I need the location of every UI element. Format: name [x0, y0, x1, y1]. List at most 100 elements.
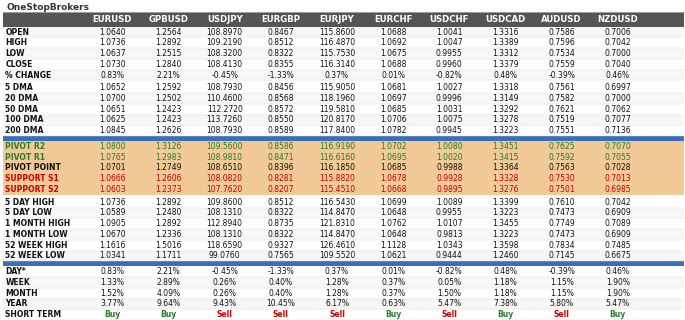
- Text: 99.0760: 99.0760: [209, 252, 240, 260]
- Text: 0.7834: 0.7834: [549, 241, 575, 250]
- Text: 108.3200: 108.3200: [207, 49, 242, 58]
- Text: 118.1960: 118.1960: [319, 94, 355, 103]
- Text: 1.0107: 1.0107: [436, 219, 462, 228]
- Text: 121.8310: 121.8310: [319, 219, 355, 228]
- Text: 0.9327: 0.9327: [268, 241, 294, 250]
- Text: OPEN: OPEN: [5, 28, 29, 36]
- Text: 0.9928: 0.9928: [436, 174, 462, 183]
- Text: 1.0762: 1.0762: [380, 219, 406, 228]
- Text: -0.39%: -0.39%: [548, 70, 575, 80]
- Text: 1.3455: 1.3455: [493, 219, 519, 228]
- Text: USDCAD: USDCAD: [486, 15, 525, 24]
- Text: 116.6160: 116.6160: [319, 153, 355, 162]
- Text: 0.7000: 0.7000: [604, 49, 632, 58]
- Text: 1.0678: 1.0678: [380, 174, 406, 183]
- Text: 1.0736: 1.0736: [99, 38, 125, 47]
- Text: 0.7055: 0.7055: [604, 153, 632, 162]
- Bar: [3, 184, 684, 195]
- Text: 0.8512: 0.8512: [268, 38, 294, 47]
- Text: Buy: Buy: [610, 310, 626, 319]
- Text: 108.1310: 108.1310: [207, 230, 242, 239]
- Text: USDCHF: USDCHF: [429, 15, 469, 24]
- Text: 1.0027: 1.0027: [436, 83, 462, 92]
- Text: 1.2423: 1.2423: [155, 105, 182, 114]
- Text: 1.1711: 1.1711: [155, 252, 182, 260]
- Bar: [3, 277, 684, 288]
- Text: 1.0343: 1.0343: [436, 241, 462, 250]
- Text: 0.83%: 0.83%: [100, 267, 125, 276]
- Text: 1.0782: 1.0782: [380, 126, 406, 135]
- Text: 108.4130: 108.4130: [207, 60, 242, 69]
- Text: 0.7013: 0.7013: [605, 174, 631, 183]
- Text: 116.4870: 116.4870: [319, 38, 355, 47]
- Text: 1.0648: 1.0648: [380, 208, 406, 218]
- Text: 0.83%: 0.83%: [100, 70, 125, 80]
- Text: 52 WEEK LOW: 52 WEEK LOW: [5, 252, 65, 260]
- Text: 115.8820: 115.8820: [319, 174, 355, 183]
- Text: 0.7077: 0.7077: [604, 116, 632, 124]
- Text: -0.45%: -0.45%: [211, 267, 238, 276]
- Text: 1.3223: 1.3223: [493, 208, 519, 218]
- Text: 1.0341: 1.0341: [99, 252, 125, 260]
- Text: 0.8207: 0.8207: [268, 185, 294, 194]
- Text: 116.5430: 116.5430: [319, 198, 355, 207]
- Text: 0.48%: 0.48%: [493, 70, 518, 80]
- Text: 4.09%: 4.09%: [156, 289, 181, 298]
- Text: 1.0845: 1.0845: [99, 126, 125, 135]
- Text: Buy: Buy: [385, 310, 401, 319]
- Text: -0.82%: -0.82%: [436, 70, 462, 80]
- Text: 0.9444: 0.9444: [436, 252, 463, 260]
- Text: 0.7473: 0.7473: [548, 208, 575, 218]
- Text: 1.0652: 1.0652: [99, 83, 125, 92]
- Text: 1.3312: 1.3312: [493, 49, 519, 58]
- Text: % CHANGE: % CHANGE: [5, 70, 52, 80]
- Text: 0.8735: 0.8735: [268, 219, 294, 228]
- Text: 1.2892: 1.2892: [155, 219, 182, 228]
- Text: 1.3276: 1.3276: [493, 185, 519, 194]
- Text: 1.0089: 1.0089: [436, 198, 462, 207]
- Text: 0.9955: 0.9955: [436, 49, 463, 58]
- Text: NZDUSD: NZDUSD: [597, 15, 638, 24]
- Text: 112.2720: 112.2720: [207, 105, 242, 114]
- Text: 1.5016: 1.5016: [155, 241, 182, 250]
- Text: 1.3126: 1.3126: [155, 142, 182, 151]
- Text: 0.7563: 0.7563: [548, 164, 575, 172]
- Text: 108.1310: 108.1310: [207, 208, 242, 218]
- Text: 1.2423: 1.2423: [155, 116, 182, 124]
- Text: 0.6675: 0.6675: [604, 252, 632, 260]
- Text: 109.5600: 109.5600: [206, 142, 243, 151]
- Text: Sell: Sell: [273, 310, 289, 319]
- Text: 6.17%: 6.17%: [325, 300, 349, 308]
- Text: 5 DAY HIGH: 5 DAY HIGH: [5, 198, 55, 207]
- Text: 0.8589: 0.8589: [268, 126, 294, 135]
- Text: 1.0800: 1.0800: [99, 142, 125, 151]
- Text: 0.40%: 0.40%: [269, 289, 293, 298]
- Text: 1.0699: 1.0699: [380, 198, 406, 207]
- Text: Buy: Buy: [104, 310, 121, 319]
- Bar: [3, 136, 684, 141]
- Bar: [3, 261, 684, 266]
- Text: 1.0637: 1.0637: [99, 49, 125, 58]
- Text: 0.7586: 0.7586: [549, 28, 575, 36]
- Text: 0.7610: 0.7610: [549, 198, 575, 207]
- Bar: [3, 93, 684, 104]
- Text: 115.8600: 115.8600: [319, 28, 355, 36]
- Bar: [3, 309, 684, 320]
- Text: OneStopBrokers: OneStopBrokers: [7, 3, 90, 12]
- Text: 1.50%: 1.50%: [437, 289, 462, 298]
- Text: 0.8512: 0.8512: [268, 198, 294, 207]
- Text: 1.3389: 1.3389: [493, 38, 519, 47]
- Text: 0.8471: 0.8471: [268, 153, 294, 162]
- Text: 1.3379: 1.3379: [493, 60, 519, 69]
- Text: -0.45%: -0.45%: [211, 70, 238, 80]
- Bar: [3, 59, 684, 70]
- Text: 0.8467: 0.8467: [268, 28, 294, 36]
- Text: 1.1616: 1.1616: [99, 241, 125, 250]
- Text: 1.0041: 1.0041: [436, 28, 462, 36]
- Text: 1.0692: 1.0692: [380, 38, 406, 47]
- Text: SHORT TERM: SHORT TERM: [5, 310, 62, 319]
- Text: 0.7561: 0.7561: [549, 83, 575, 92]
- Text: 0.9955: 0.9955: [436, 208, 463, 218]
- Text: CLOSE: CLOSE: [5, 60, 33, 69]
- Text: 1.3223: 1.3223: [493, 126, 519, 135]
